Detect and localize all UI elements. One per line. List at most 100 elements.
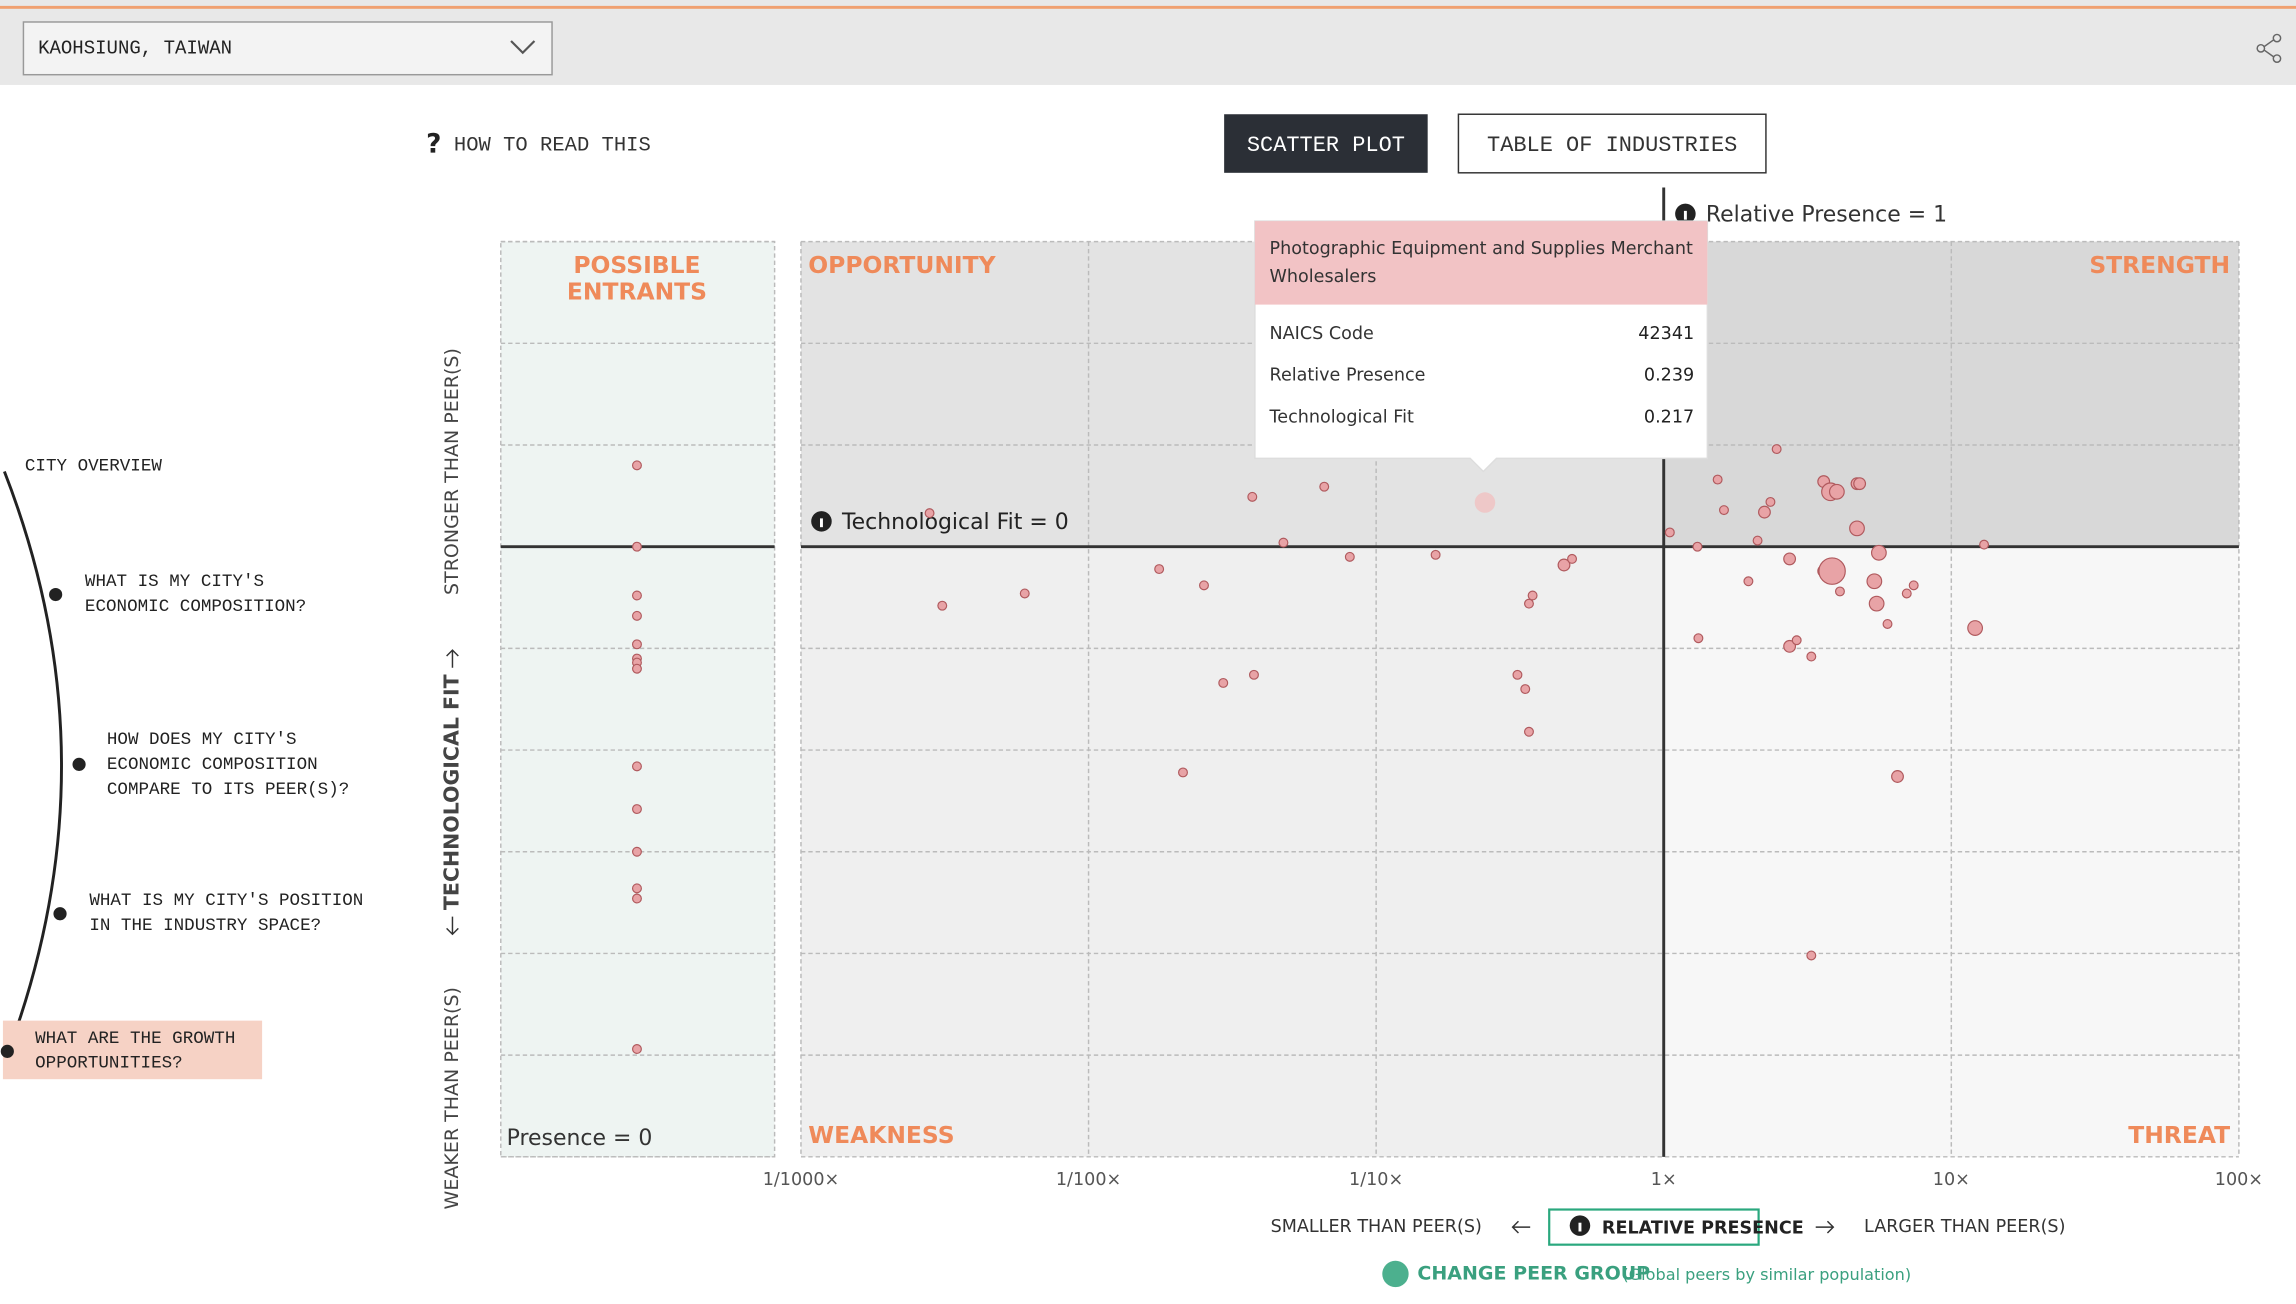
point[interactable] [1882, 618, 1893, 629]
entrants-area [500, 240, 776, 1158]
point-highlighted[interactable] [1474, 492, 1496, 513]
nav-item[interactable]: ECONOMIC COMPOSITION [107, 755, 318, 775]
point[interactable] [1527, 590, 1538, 601]
point[interactable] [1818, 557, 1846, 585]
point[interactable] [1718, 505, 1729, 516]
x-tick-label: 1/100× [1056, 1170, 1121, 1190]
point[interactable] [1868, 595, 1885, 612]
point[interactable] [1218, 677, 1229, 688]
point[interactable] [1692, 541, 1703, 552]
point[interactable] [1693, 633, 1704, 644]
location-dropdown[interactable] [22, 21, 553, 76]
tab-table-label: TABLE OF INDUSTRIES [1487, 133, 1737, 158]
x-axis-side: LARGER THAN PEER(S) [1864, 1217, 2065, 1237]
point[interactable] [1247, 491, 1258, 502]
point[interactable] [1154, 564, 1165, 575]
point[interactable] [1891, 770, 1904, 783]
entrant-point[interactable] [631, 893, 642, 904]
point[interactable] [1344, 551, 1355, 562]
x-arrow [1511, 1220, 1835, 1234]
point[interactable] [1712, 474, 1723, 485]
point[interactable] [1870, 544, 1887, 561]
point[interactable] [1664, 527, 1675, 538]
entrant-point[interactable] [631, 883, 642, 894]
nav-item[interactable]: ECONOMIC COMPOSITION? [85, 597, 306, 617]
point[interactable] [1520, 684, 1531, 695]
point[interactable] [1806, 950, 1817, 961]
point[interactable] [1248, 669, 1259, 680]
point[interactable] [1743, 576, 1754, 587]
point[interactable] [1979, 539, 1990, 550]
point[interactable] [1834, 586, 1845, 597]
info-icon-mark [820, 518, 823, 528]
nav-item[interactable]: COMPARE TO ITS PEER(S)? [107, 780, 349, 800]
point[interactable] [1901, 588, 1912, 599]
point[interactable] [1178, 767, 1188, 778]
entrant-point[interactable] [631, 541, 642, 552]
point[interactable] [924, 508, 935, 519]
point[interactable] [1752, 535, 1763, 546]
annotation: Relative Presence = 1 [1706, 202, 1947, 227]
entrant-point[interactable] [631, 804, 642, 815]
point[interactable] [1567, 553, 1578, 564]
point[interactable] [1908, 580, 1919, 591]
annotation: Presence = 0 [507, 1126, 653, 1151]
nav-item[interactable]: CITY OVERVIEW [25, 456, 162, 476]
x-tick-label: 10× [1933, 1170, 1970, 1190]
point[interactable] [937, 600, 948, 611]
entrant-point[interactable] [631, 846, 642, 857]
point[interactable] [1430, 549, 1441, 560]
y-arrow [446, 649, 459, 936]
point[interactable] [1199, 580, 1209, 591]
tab-scatter[interactable] [1224, 114, 1428, 173]
nav-item[interactable]: HOW DOES MY CITY'S [107, 730, 297, 750]
point[interactable] [1524, 598, 1534, 609]
quadrant-label: THREAT [2128, 1121, 2230, 1149]
point[interactable] [1783, 639, 1797, 653]
tooltip-label: Relative Presence [1270, 366, 1426, 386]
tooltip-title-wrapped: Photographic Equipment and Supplies Merc… [1270, 239, 1694, 287]
point[interactable] [1557, 558, 1571, 572]
x-tick-label: 100× [2215, 1170, 2263, 1190]
point[interactable] [1783, 552, 1797, 566]
x-tick-label: 1/10× [1349, 1170, 1403, 1190]
point[interactable] [1828, 483, 1845, 500]
point[interactable] [1853, 477, 1867, 491]
point[interactable] [1866, 573, 1883, 590]
nav-item[interactable]: WHAT IS MY CITY'S POSITION [89, 891, 363, 911]
point[interactable] [1019, 588, 1030, 599]
quadrant-label: POSSIBLE [573, 251, 700, 279]
entrant-point[interactable] [631, 761, 642, 772]
entrant-point[interactable] [631, 1044, 642, 1055]
point[interactable] [1319, 481, 1330, 492]
point[interactable] [1967, 620, 1984, 636]
nav-item[interactable]: OPPORTUNITIES? [35, 1054, 183, 1074]
nav-item[interactable]: WHAT ARE THE GROWTH [35, 1029, 235, 1049]
help-link[interactable]: HOW TO READ THIS [454, 134, 651, 157]
nav-item[interactable]: WHAT IS MY CITY'S [85, 572, 264, 592]
change-peer[interactable]: CHANGE PEER GROUP [1417, 1262, 1650, 1284]
entrant-point[interactable] [631, 590, 642, 601]
point[interactable] [1765, 496, 1776, 507]
point[interactable] [1849, 520, 1865, 537]
point[interactable] [1771, 444, 1782, 455]
tab-table[interactable] [1457, 113, 1767, 174]
point[interactable] [1524, 726, 1534, 737]
point[interactable] [1278, 537, 1289, 548]
entrant-point[interactable] [631, 639, 642, 650]
share-icon[interactable] [2256, 33, 2282, 63]
y-axis-label: WEAKER THAN PEER(S) [441, 987, 463, 1209]
x-tick-label: 1/1000× [763, 1170, 840, 1190]
point[interactable] [1806, 651, 1817, 662]
help-icon[interactable]: ? [426, 129, 441, 159]
point[interactable] [1791, 635, 1802, 646]
tooltip-label: NAICS Code [1270, 324, 1374, 344]
point[interactable] [1512, 669, 1523, 680]
nav-item[interactable]: IN THE INDUSTRY SPACE? [89, 916, 321, 936]
entrant-point[interactable] [631, 460, 642, 471]
tooltip-value: 42341 [1638, 324, 1694, 344]
peer-icon [1382, 1260, 1409, 1288]
entrant-point[interactable] [631, 610, 642, 621]
point[interactable] [1758, 505, 1771, 519]
entrant-point[interactable] [631, 663, 642, 674]
